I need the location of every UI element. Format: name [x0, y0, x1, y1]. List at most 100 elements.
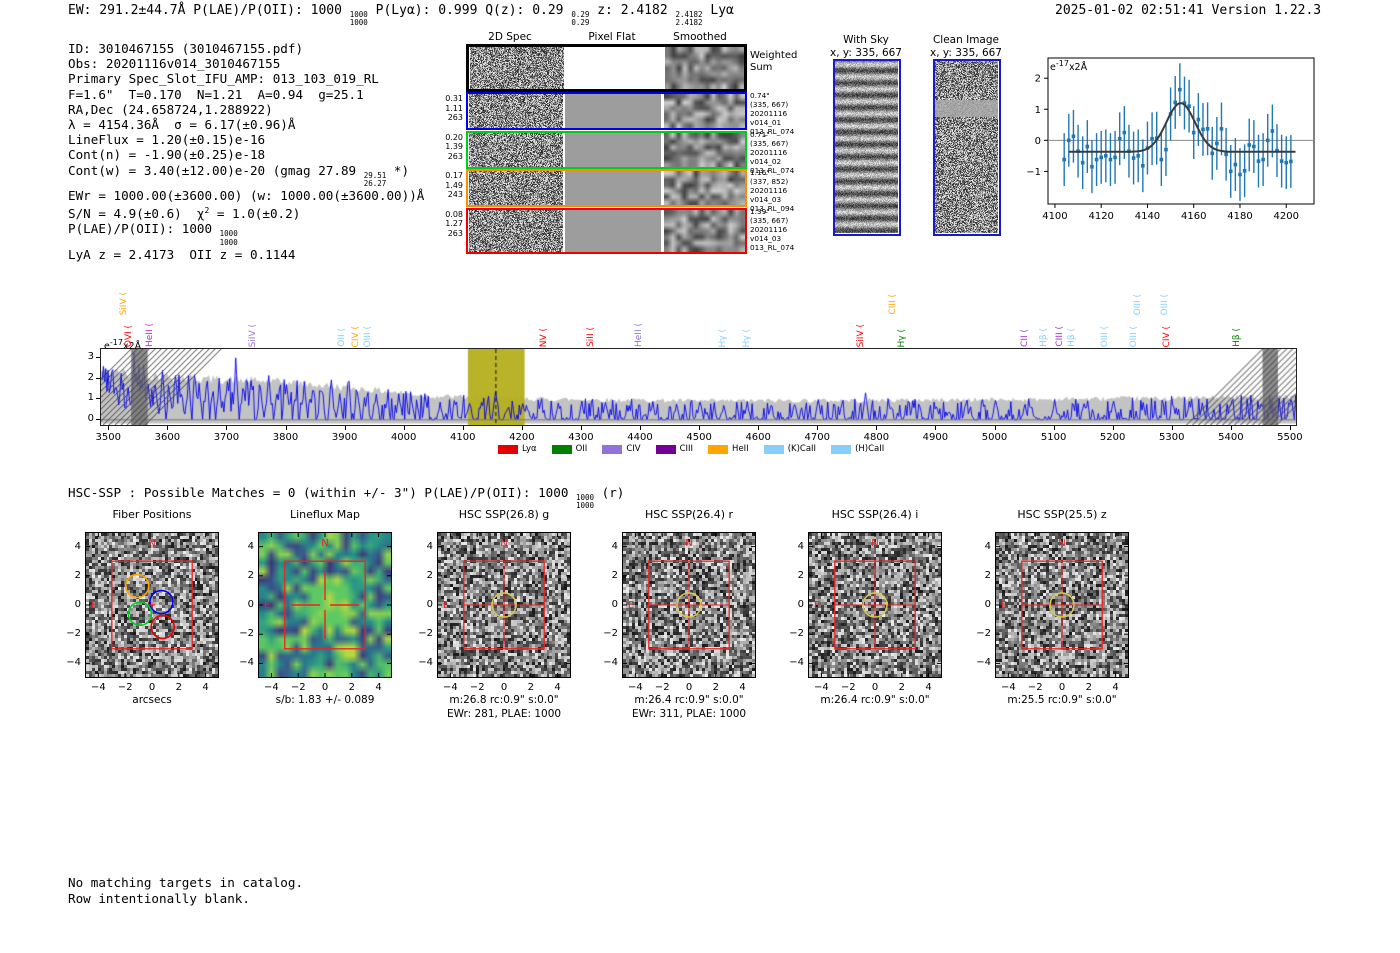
report-version: Version 1.22.3 [1211, 3, 1322, 18]
cutout-image [623, 533, 755, 677]
spec2d-pixel-flat [565, 132, 661, 167]
cutout-title: HSC SSP(26.4) i [831, 508, 919, 521]
spec2d-row [466, 130, 747, 169]
x-tick [1289, 426, 1291, 430]
cutout-y-tick-label: 0 [797, 599, 804, 610]
y-tick [96, 398, 100, 400]
legend-item: HeII [708, 444, 749, 454]
spec2d-row [466, 92, 747, 130]
spec2d-pixel-flat [565, 171, 661, 205]
header-fraction: 1000 1000 [349, 10, 368, 28]
spec2d-smoothed-image [664, 209, 745, 252]
cutout-x-tick-label: 2 [175, 682, 182, 693]
info-line: Cont(n) = -1.90(±0.25)e-18 [68, 147, 424, 162]
info-text: *) [386, 162, 410, 178]
cutout-y-tick-label: 4 [797, 540, 804, 552]
x-tick [344, 426, 346, 430]
header-text: Lyα [702, 3, 734, 18]
y-tick [96, 377, 100, 379]
cutout-y-tick-label: −4 [66, 657, 81, 669]
cutout-image [809, 533, 941, 677]
emission-line-label: CIII ( [1055, 326, 1066, 347]
legend-swatch [831, 444, 852, 454]
x-tick [521, 426, 523, 430]
clean-image [935, 61, 998, 233]
spec2d-row [466, 44, 747, 92]
header-text: EW: 291.2±44.7Å P(LAE)/P(OII): 1000 [68, 3, 350, 18]
legend-item: Lyα [498, 444, 537, 454]
spec2d-noise-image [469, 132, 563, 167]
spec2d-smoothed-image [664, 171, 745, 205]
x-tick-label: 5500 [1277, 432, 1303, 443]
fit-plot-unit-label: e-17x2Å [1050, 59, 1088, 74]
x-tick-label: 4700 [804, 432, 830, 443]
hsc-match-line: HSC-SSP : Possible Matches = 0 (within +… [68, 485, 624, 510]
x-tick [108, 426, 110, 430]
cutout-x-tick-label: 4 [739, 682, 746, 693]
header-text: z: 2.4182 [589, 3, 676, 18]
spectrum-unit-label: e-17x2Å [104, 338, 142, 353]
header-fraction: 2.4182 2.4182 [675, 10, 703, 28]
info-text: P(LAE)/P(OII): 1000 [68, 221, 220, 237]
legend-swatch [655, 444, 676, 454]
cutout-y-tick-label: −4 [789, 657, 804, 669]
cutout-caption: m:26.4 rc:0.9" s:0.0" [820, 694, 930, 706]
emission-line-label: HeII ( [634, 323, 644, 347]
x-tick-label: 4200 [509, 432, 535, 443]
svg-text:1: 1 [1035, 105, 1041, 116]
info-fraction: 29.51 26.27 [363, 170, 387, 188]
cutout-image [86, 533, 218, 677]
emission-line-label: SiII ( [585, 327, 596, 347]
cutout-title: Fiber Positions [112, 508, 192, 521]
cutout-x-tick-label: 2 [712, 682, 719, 693]
spec2d-row [466, 169, 747, 207]
x-tick-label: 3700 [213, 432, 240, 443]
spec2d-pixel-flat [565, 94, 661, 128]
spec2d-row-left-label: 0.17 1.49 243 [445, 171, 463, 199]
spec2d-row [466, 207, 747, 254]
svg-text:0: 0 [1035, 136, 1041, 147]
cutout-x-tick-label: 4 [375, 682, 382, 693]
info-text: Obs: 20201116v014_3010467155 [68, 56, 281, 72]
cutout-x-tick-label: −4 [443, 682, 458, 693]
emission-line-label: Hγ ( [718, 328, 729, 347]
legend-swatch [708, 444, 729, 454]
info-text: LineFlux = 1.20(±0.15)e-16 [68, 132, 266, 148]
svg-text:−1: −1 [1026, 167, 1041, 178]
x-tick [1171, 426, 1173, 430]
cutout-caption: s/b: 1.83 +/- 0.089 [275, 694, 375, 706]
spec2d-row-left-label: 0.31 1.11 263 [445, 94, 463, 122]
info-line: Primary Spec_Slot_IFU_AMP: 013_103_019_R… [68, 71, 424, 86]
x-tick [876, 426, 878, 430]
cutout-y-tick-label: −2 [789, 628, 804, 640]
spec2d-pixel-flat [566, 47, 662, 89]
x-tick [580, 426, 582, 430]
x-tick-label: 4500 [686, 432, 712, 443]
info-line: S/N = 4.9(±0.6) χ2 = 1.0(±0.2) [68, 206, 301, 222]
cutout-x-tick-label: −4 [91, 682, 106, 693]
cutout-x-tick-label: −2 [290, 682, 306, 693]
emission-line-label: SiIV ( [118, 291, 129, 315]
info-line: LineFlux = 1.20(±0.15)e-16 [68, 132, 424, 147]
legend-swatch [498, 444, 518, 454]
info-text: F=1.6" T=0.170 N=1.21 A=0.94 g=25.1 [68, 86, 364, 102]
detection-info-block: ID: 3010467155 (3010467155.pdf) Obs: 2020… [68, 41, 424, 262]
x-tick-label: 4000 [390, 432, 417, 443]
info-line: Obs: 20201116v014_3010467155 [68, 56, 424, 71]
cutout-y-tick-label: 2 [426, 569, 433, 581]
x-tick [994, 426, 996, 430]
legend-item: CIII [655, 444, 693, 454]
cutout-frame [995, 532, 1129, 678]
info-text: S/N = 4.9(±0.6) χ [68, 206, 205, 222]
cutout-x-tick-label: −2 [654, 682, 670, 693]
x-tick-label: 4800 [863, 432, 890, 443]
spec2d-row-right-label: 1.39" (335, 667) 20201116 v014_03 013_RL_074 [750, 206, 795, 252]
withsky-image [835, 61, 898, 233]
info-fraction: 1000 1000 [219, 229, 238, 247]
cutout-image [438, 533, 570, 677]
cutout-x-tick-label: 0 [1058, 682, 1066, 693]
y-tick [96, 357, 100, 359]
legend-item: (H)CaII [831, 444, 884, 454]
cutout-x-tick-label: −2 [469, 682, 485, 693]
info-text: λ = 4154.36Å σ = 6.17(±0.96)Å [68, 117, 296, 133]
